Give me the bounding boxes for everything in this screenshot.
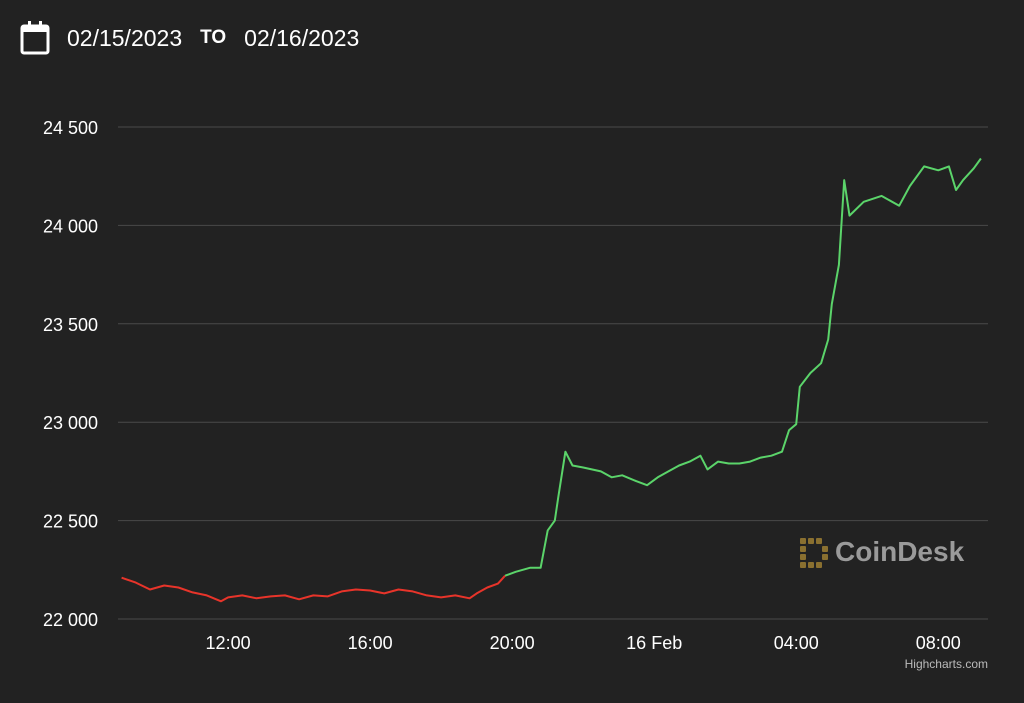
y-tick-label: 23 500 bbox=[43, 315, 98, 335]
price-line bbox=[121, 575, 506, 603]
date-to[interactable]: 02/16/2023 bbox=[244, 24, 360, 51]
x-tick-label: 08:00 bbox=[916, 633, 961, 653]
date-from[interactable]: 02/15/2023 bbox=[67, 24, 183, 51]
x-tick-label: 16:00 bbox=[348, 633, 393, 653]
grid-lines bbox=[118, 126, 988, 620]
date-range-separator: TO bbox=[200, 27, 227, 48]
watermark-text: CoinDesk bbox=[835, 536, 965, 567]
x-tick-label: 04:00 bbox=[774, 633, 819, 653]
x-tick-label: 12:00 bbox=[206, 633, 251, 653]
date-range: 02/15/2023 TO 02/16/2023 bbox=[20, 18, 359, 58]
x-tick-label: 20:00 bbox=[490, 633, 535, 653]
y-tick-label: 22 500 bbox=[43, 512, 98, 532]
coindesk-logo-icon bbox=[800, 538, 828, 568]
x-axis-labels: 12:00 16:00 20:00 16 Feb 04:00 08:00 bbox=[206, 633, 961, 653]
highcharts-credits[interactable]: Highcharts.com bbox=[905, 657, 988, 671]
y-tick-label: 23 000 bbox=[43, 413, 98, 433]
coindesk-watermark: CoinDesk bbox=[800, 536, 965, 568]
x-tick-label: 16 Feb bbox=[626, 633, 682, 653]
y-tick-label: 24 000 bbox=[43, 216, 98, 236]
calendar-icon[interactable] bbox=[20, 20, 50, 56]
y-tick-label: 24 500 bbox=[43, 118, 98, 138]
price-series bbox=[121, 157, 982, 603]
y-tick-label: 22 000 bbox=[43, 610, 98, 630]
y-axis-labels: 22 000 22 500 23 000 23 500 24 000 24 500 bbox=[43, 118, 98, 630]
price-line bbox=[504, 157, 982, 577]
